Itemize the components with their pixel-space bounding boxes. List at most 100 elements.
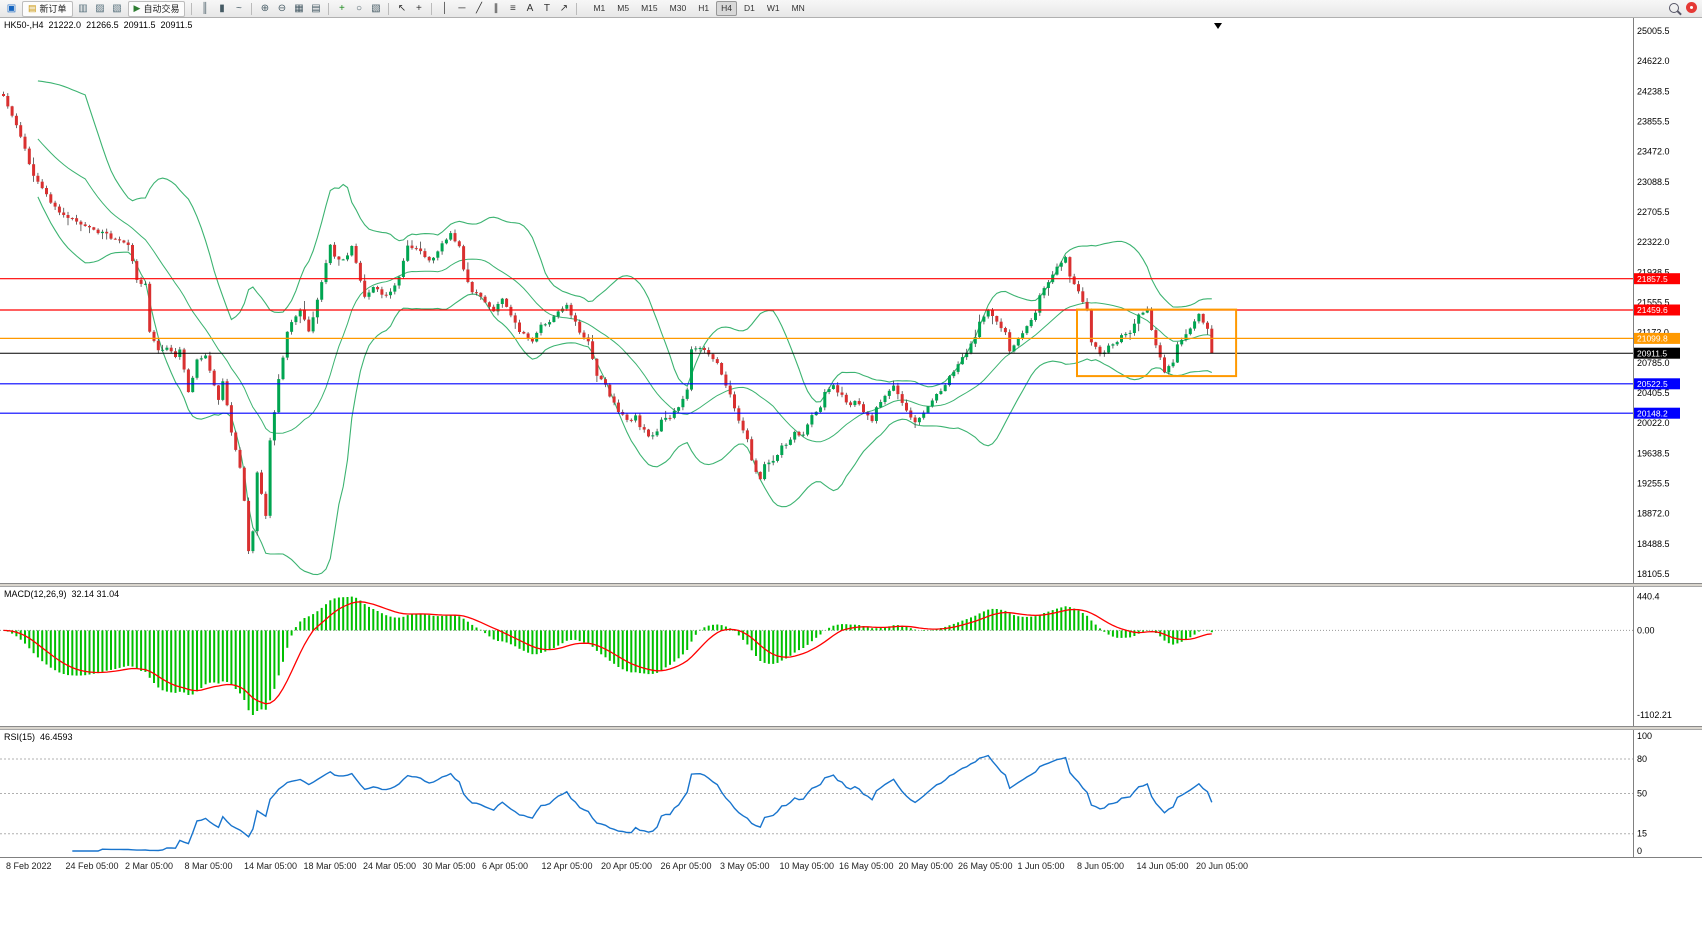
notifications-badge-icon[interactable] xyxy=(1686,2,1697,13)
panel-divider-1[interactable] xyxy=(0,583,1702,587)
candlestick-chart-icon[interactable]: ▮ xyxy=(219,3,225,14)
date-label: 20 Jun 05:00 xyxy=(1196,861,1249,871)
auto-trading-button[interactable]: ▶ 自动交易 xyxy=(127,0,186,17)
price-axis-label: 22322.0 xyxy=(1637,237,1670,247)
tile-windows-icon[interactable]: ▦ xyxy=(294,3,304,14)
current-price-line-badge-value: 20911.5 xyxy=(1637,348,1667,358)
chart-low-value: 20911.5 xyxy=(123,20,156,30)
main-chart[interactable]: 25005.5 24622.0 24238.5 23855.5 23472.0 23088… xyxy=(0,18,1702,583)
candles-group xyxy=(2,91,1214,554)
timeframe-m15[interactable]: M15 xyxy=(641,3,658,13)
timeframe-buttons: M1 M5 M15 M30 H1 H4 D1 W1 MN xyxy=(587,1,810,16)
date-label: 18 Mar 05:00 xyxy=(303,861,357,871)
date-label: 20 May 05:00 xyxy=(898,861,954,871)
macd-axis-label: -1102.21 xyxy=(1637,710,1672,720)
orange-pivot-line-badge-value: 21099.8 xyxy=(1637,334,1668,344)
fibonacci-icon[interactable]: ≡ xyxy=(510,3,516,14)
terminal-icon[interactable]: ▧ xyxy=(112,3,122,14)
toolbar-separator xyxy=(576,2,578,15)
rsi-panel: 100 80 50 15 0 RSI(15) 46.4593 xyxy=(0,730,1702,857)
timeframe-h4[interactable]: H4 xyxy=(716,1,737,16)
rsi-axis-label: 15 xyxy=(1637,829,1647,839)
cursor-icon[interactable]: ↖ xyxy=(397,3,407,14)
line-chart-icon[interactable]: ~ xyxy=(236,3,242,14)
main-chart-panel: 25005.5 24622.0 24238.5 23855.5 23472.0 23088… xyxy=(0,18,1702,583)
search-icon[interactable] xyxy=(1669,2,1679,13)
date-label: 26 May 05:00 xyxy=(958,861,1013,871)
arrows-icon[interactable]: ↗ xyxy=(559,3,569,14)
bollinger-upper-band xyxy=(37,80,1212,403)
resistance-line-1-badge-value: 21857.5 xyxy=(1637,274,1668,284)
date-label: 14 Jun 05:00 xyxy=(1136,861,1189,871)
price-axis-label: 18872.0 xyxy=(1637,509,1670,519)
rsi-axis-label: 0 xyxy=(1637,846,1642,856)
rsi-axis-label: 100 xyxy=(1637,731,1652,741)
cascade-windows-icon[interactable]: ▤ xyxy=(311,3,321,14)
macd-values: 32.14 31.04 xyxy=(71,589,120,599)
app-window-icon[interactable]: ▣ xyxy=(6,3,17,14)
label-icon[interactable]: T xyxy=(543,3,551,14)
channel-icon[interactable]: ∥ xyxy=(493,3,499,14)
date-label: 16 May 05:00 xyxy=(839,861,894,871)
macd-axis-label: 440.4 xyxy=(1637,592,1660,602)
date-label: 2 Mar 05:00 xyxy=(125,861,174,871)
support-line-2-badge xyxy=(1634,407,1680,419)
date-label: 8 Mar 05:00 xyxy=(184,861,233,871)
rsi-label: RSI(15) 46.4593 xyxy=(4,732,73,742)
price-axis-label: 20405.5 xyxy=(1637,388,1670,398)
price-axis-label: 22705.5 xyxy=(1637,207,1670,217)
price-axis-label: 24622.0 xyxy=(1637,56,1670,66)
date-label: 12 Apr 05:00 xyxy=(541,861,593,871)
timeframe-mn[interactable]: MN xyxy=(791,3,805,13)
date-label: 1 Jun 05:00 xyxy=(1017,861,1065,871)
chart-open-value: 21222.0 xyxy=(48,20,82,30)
toolbar: ▣ ▤ 新订单 ▥ ▨ ▧ ▶ 自动交易 ║ ▮ ~ ⊕ ⊖ ▦ ▤ + ○ ▧ ↖ + │ ─ ╱ ∥ ≡ A T ↗ M1 M5 M1… xyxy=(0,0,1702,18)
timeframe-w1[interactable]: W1 xyxy=(766,3,780,13)
bar-chart-icon[interactable]: ║ xyxy=(201,3,209,14)
templates-icon[interactable]: ▧ xyxy=(371,3,381,14)
date-axis: 8 Feb 2022 24 Feb 05:00 2 Mar 05:00 8 Mar 0… xyxy=(0,857,1702,876)
vertical-line-icon[interactable]: │ xyxy=(441,3,449,14)
macd-chart[interactable]: 440.4 0.00 -1102.21 xyxy=(0,587,1702,726)
trendline-icon[interactable]: ╱ xyxy=(475,3,482,14)
timeframe-m5[interactable]: M5 xyxy=(617,3,630,13)
date-label: 8 Jun 05:00 xyxy=(1077,861,1125,871)
timeframe-h1[interactable]: H1 xyxy=(698,3,710,13)
chart-shift-marker xyxy=(1214,23,1222,29)
toolbar-right xyxy=(1669,2,1697,13)
chart-header: HK50-,H4 21222.0 21266.5 20911.5 20911.5 xyxy=(4,20,192,30)
resistance-line-2-badge xyxy=(1634,304,1680,316)
resistance-line-1-badge xyxy=(1634,273,1680,285)
macd-axis-label: 0.00 xyxy=(1637,625,1655,635)
rsi-chart[interactable]: 100 80 50 15 0 xyxy=(0,730,1702,857)
date-label: 30 Mar 05:00 xyxy=(422,861,476,871)
crosshair-icon[interactable]: + xyxy=(416,3,422,14)
price-axis-label: 21172.0 xyxy=(1637,328,1669,338)
timeframe-d1[interactable]: D1 xyxy=(743,3,755,13)
toolbar-separator xyxy=(328,2,330,15)
horizontal-line-icon[interactable]: ─ xyxy=(458,3,466,14)
macd-panel: 440.4 0.00 -1102.21 MACD(12,26,9) 32.14 31… xyxy=(0,587,1702,726)
timeframe-m30[interactable]: M30 xyxy=(669,3,687,13)
price-axis-label: 18488.5 xyxy=(1637,539,1670,549)
zoom-in-icon[interactable]: ⊕ xyxy=(260,3,270,14)
zoom-out-icon[interactable]: ⊖ xyxy=(277,3,287,14)
price-axis-label: 19638.5 xyxy=(1637,448,1670,458)
profiles-icon[interactable]: ▨ xyxy=(95,3,105,14)
text-icon[interactable]: A xyxy=(526,3,534,14)
chart-high-value: 21266.5 xyxy=(86,20,119,30)
panel-divider-2[interactable] xyxy=(0,726,1702,730)
periods-icon[interactable]: ○ xyxy=(355,3,362,14)
date-label: 10 May 05:00 xyxy=(779,861,835,871)
new-order-button[interactable]: ▤ 新订单 xyxy=(22,0,73,17)
charts-icon[interactable]: ▥ xyxy=(78,3,88,14)
current-price-line-badge xyxy=(1634,347,1680,359)
indicators-icon[interactable]: + xyxy=(339,3,345,14)
toolbar-separator xyxy=(251,2,253,15)
toolbar-separator xyxy=(191,2,193,15)
orange-pivot-line-badge xyxy=(1634,332,1680,344)
macd-signal-line xyxy=(3,601,1212,705)
timeframe-m1[interactable]: M1 xyxy=(593,3,606,13)
support-line-1-badge-value: 20522.5 xyxy=(1637,379,1668,389)
rsi-name: RSI(15) xyxy=(4,732,36,742)
